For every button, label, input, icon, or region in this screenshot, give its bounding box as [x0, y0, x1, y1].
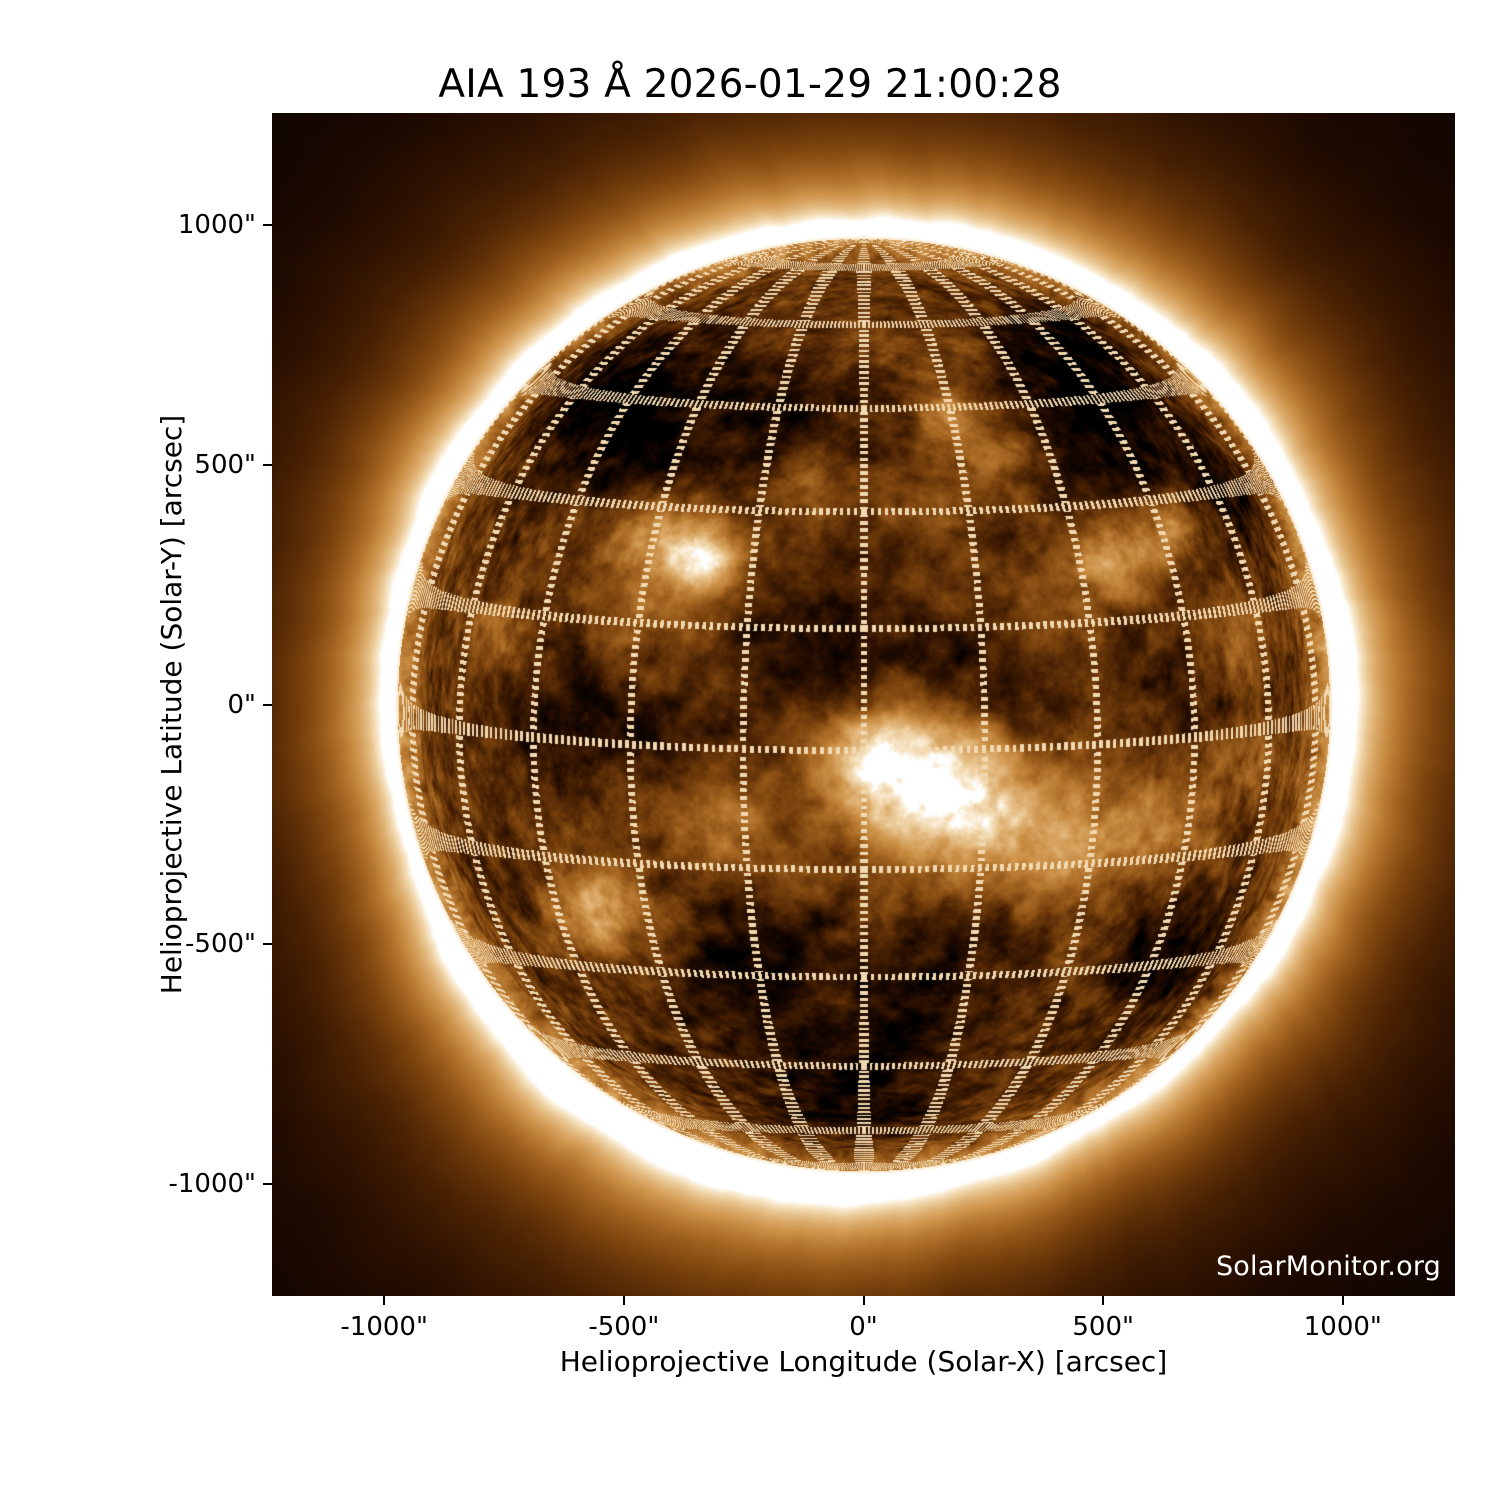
x-axis-label: Helioprojective Longitude (Solar-X) [arc… [559, 1345, 1168, 1378]
x-tick-mark [1341, 1296, 1344, 1305]
y-axis-label: Helioprojective Latitude (Solar-Y) [arcs… [155, 414, 188, 995]
x-tick-label: -500" [588, 1312, 660, 1342]
x-tick-label: 500" [1072, 1312, 1134, 1342]
y-tick-label: 0" [227, 689, 256, 720]
y-tick-label: 1000" [177, 210, 256, 241]
x-tick-label: -1000" [340, 1312, 428, 1342]
plot-area[interactable]: SolarMonitor.org [272, 113, 1455, 1296]
x-tick-mark [862, 1296, 865, 1305]
page-title: AIA 193 Å 2026-01-29 21:00:28 [438, 62, 1062, 107]
y-tick-mark [263, 224, 272, 227]
y-tick-mark [263, 463, 272, 466]
watermark-solarmonitor: SolarMonitor.org [1215, 1251, 1441, 1282]
x-tick-label: 0" [849, 1312, 878, 1342]
y-tick-mark [263, 943, 272, 946]
solar-disk-image [272, 113, 1455, 1296]
x-tick-label: 1000" [1303, 1312, 1382, 1342]
x-tick-mark [1102, 1296, 1105, 1305]
y-tick-mark [263, 703, 272, 706]
x-tick-mark [622, 1296, 625, 1305]
y-tick-label: -500" [185, 929, 256, 960]
y-tick-label: -1000" [168, 1168, 256, 1199]
y-tick-label: 500" [194, 449, 256, 480]
x-tick-mark [383, 1296, 386, 1305]
y-tick-mark [263, 1182, 272, 1185]
